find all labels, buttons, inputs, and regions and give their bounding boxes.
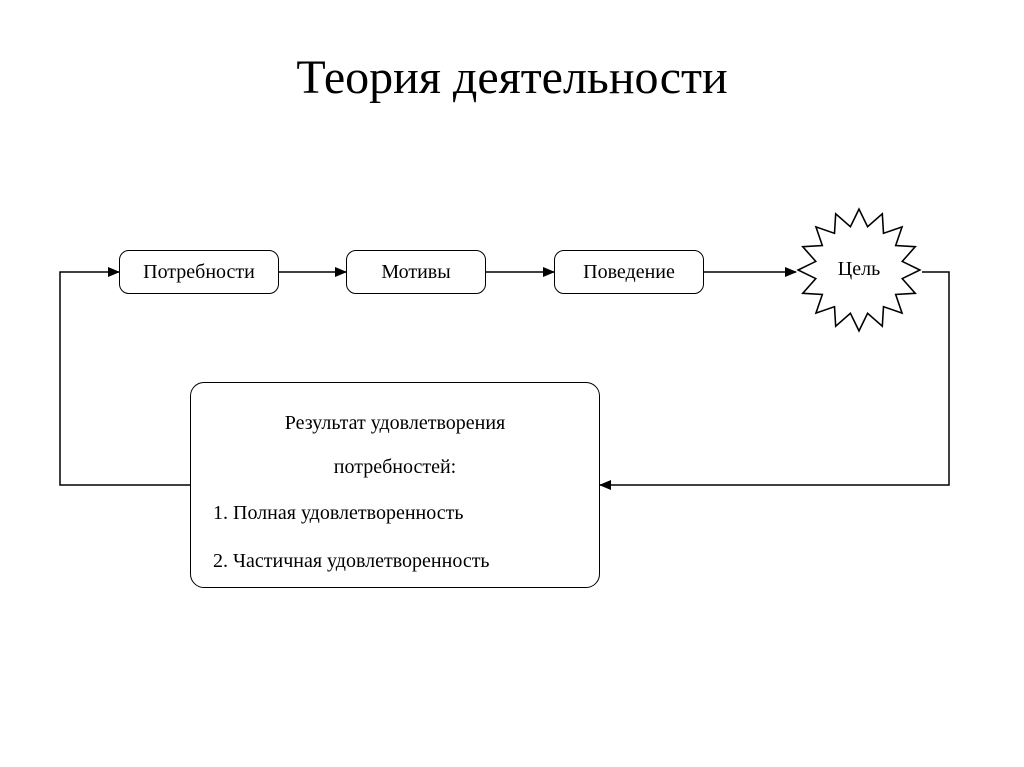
node-needs-label: Потребности [143,261,255,284]
result-box: Результат удовлетворения потребностей: 1… [190,382,600,588]
node-motives: Мотивы [346,250,486,294]
node-behavior-label: Поведение [583,261,675,284]
node-motives-label: Мотивы [381,261,450,284]
result-item-2: 2. Частичная удовлетворенность [213,537,577,585]
node-behavior: Поведение [554,250,704,294]
node-needs: Потребности [119,250,279,294]
result-item-1: 1. Полная удовлетворенность [213,489,577,537]
result-header-1: Результат удовлетворения [213,401,577,445]
result-header-2: потребностей: [213,445,577,489]
node-goal-label: Цель [796,258,922,281]
page-title: Теория деятельности [0,50,1024,105]
